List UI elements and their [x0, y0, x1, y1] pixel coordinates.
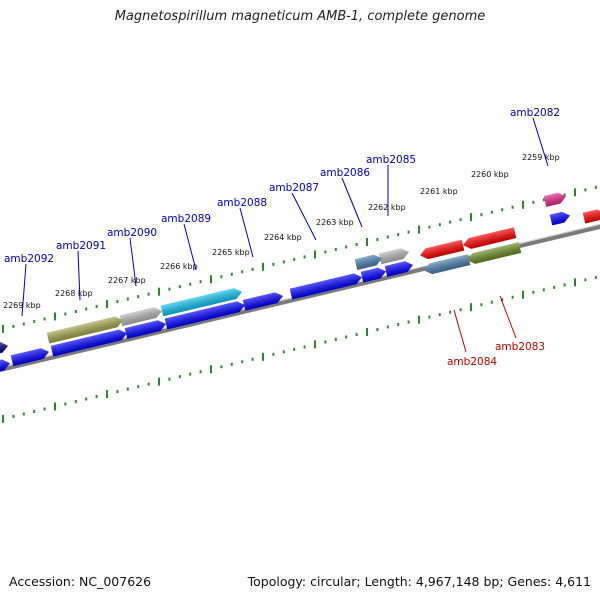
feature-blue-f-shade: [10, 348, 50, 367]
feature-blue-g-group: [0, 359, 10, 373]
gene-label-amb2089: amb2089: [161, 213, 211, 225]
feature-red-2-shade: [463, 227, 517, 249]
feature-red-1-group: [420, 239, 465, 260]
feature-red-1-shade: [420, 239, 465, 260]
gene-leader-lines: [21, 117, 549, 353]
topology-text: Topology: circular; Length: 4,967,148 bp…: [247, 574, 591, 589]
feature-amb2082-shade: [543, 192, 566, 207]
feature-amb2084-group: [424, 254, 471, 275]
feature-amb2083-group: [467, 242, 522, 264]
feature-blue-b-shade: [360, 267, 386, 283]
tick-label-2264: 2264 kbp: [264, 233, 302, 242]
gene-labels: amb2082 amb2085 amb2086 amb2087 amb2088 …: [4, 107, 560, 368]
feature-red-2-group: [463, 227, 517, 249]
feature-red-edge-group: [582, 209, 600, 224]
feature-amb2088-shade: [242, 292, 284, 311]
feature-amb2084-shade: [424, 254, 471, 275]
map-title: Magnetospirillum magneticum AMB-1, compl…: [114, 9, 486, 24]
gene-features: [0, 192, 600, 373]
feature-red-edge-shade: [582, 209, 600, 224]
feature-amb2088-group: [242, 292, 284, 311]
feature-amb2086-shade: [354, 254, 382, 270]
feature-amb2085-shade: [378, 248, 410, 265]
leader-amb2086: [341, 177, 363, 228]
gene-label-amb2084: amb2084: [447, 356, 497, 368]
feature-blue-a-group: [384, 261, 413, 277]
feature-blue-a-shade: [384, 261, 413, 277]
tick-label-2261: 2261 kbp: [420, 187, 458, 196]
feature-blue-2082b-shade: [549, 211, 570, 226]
gene-label-amb2088: amb2088: [217, 197, 267, 209]
feature-blue-2082b-group: [549, 211, 570, 226]
feature-amb2091-group: [46, 316, 123, 344]
gene-label-amb2087: amb2087: [269, 182, 319, 194]
feature-blue-d-group: [124, 320, 167, 339]
leader-amb2088: [239, 207, 254, 258]
feature-amb2089-group: [160, 288, 242, 317]
gene-label-amb2086: amb2086: [320, 167, 370, 179]
leader-amb2090: [129, 237, 137, 287]
tick-label-2268: 2268 kbp: [55, 289, 93, 298]
feature-amb2083-shade: [467, 242, 522, 264]
gene-label-amb2090: amb2090: [107, 227, 157, 239]
feature-blue-f-group: [10, 348, 50, 367]
tick-label-2263: 2263 kbp: [316, 218, 354, 227]
gene-label-amb2091: amb2091: [56, 240, 106, 252]
feature-navy-edge-group: [0, 341, 9, 355]
leader-amb2091: [77, 250, 81, 301]
accession-text: Accession: NC_007626: [9, 574, 152, 589]
tick-label-2266: 2266 kbp: [160, 262, 198, 271]
feature-blue-e-shade: [50, 329, 127, 357]
tick-label-2260: 2260 kbp: [471, 170, 509, 179]
leader-amb2084: [453, 309, 467, 353]
outer-ruler: [2, 185, 597, 333]
leader-amb2082: [532, 117, 549, 167]
feature-blue-g-shade: [0, 359, 10, 373]
feature-amb2087-group: [289, 273, 363, 300]
gene-label-amb2092: amb2092: [4, 253, 54, 265]
ruler-labels: 2259 kbp 2260 kbp 2261 kbp 2262 kbp 2263…: [3, 153, 560, 310]
feature-blue-c-shade: [164, 301, 245, 330]
leader-amb2083: [499, 295, 517, 339]
feature-amb2091-shade: [46, 316, 123, 344]
leader-amb2089: [183, 223, 197, 271]
feature-amb2087-shade: [289, 273, 363, 300]
tick-label-2267: 2267 kbp: [108, 276, 146, 285]
feature-blue-e-group: [50, 329, 127, 357]
tick-label-2259: 2259 kbp: [522, 153, 560, 162]
feature-amb2082-group: [543, 192, 566, 207]
gene-label-amb2085: amb2085: [366, 154, 416, 166]
tick-label-2265: 2265 kbp: [212, 248, 250, 257]
leader-amb2087: [291, 192, 317, 241]
feature-amb2089-shade: [160, 288, 242, 317]
feature-amb2086-group: [354, 254, 382, 270]
feature-blue-c-group: [164, 301, 245, 330]
inner-ruler: [2, 275, 597, 423]
feature-navy-edge-shade: [0, 341, 9, 355]
tick-label-2269: 2269 kbp: [3, 301, 41, 310]
feature-blue-d-shade: [124, 320, 167, 339]
feature-amb2085-group: [378, 248, 410, 265]
feature-blue-b-group: [360, 267, 386, 283]
gene-label-amb2082: amb2082: [510, 107, 560, 119]
feature-amb2090-shade: [119, 307, 163, 327]
feature-amb2090-group: [119, 307, 163, 327]
tick-label-2262: 2262 kbp: [368, 203, 406, 212]
gene-label-amb2083: amb2083: [495, 341, 545, 353]
leader-amb2092: [21, 263, 27, 317]
